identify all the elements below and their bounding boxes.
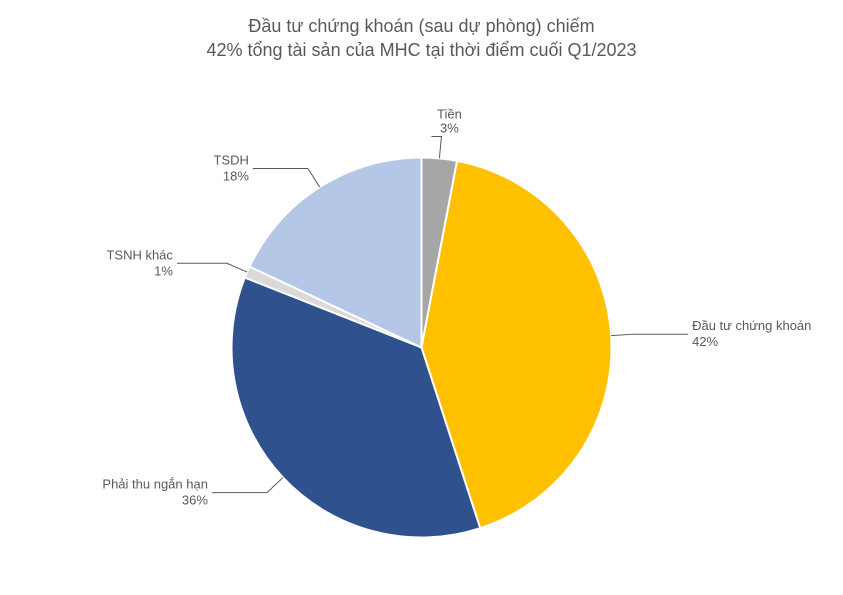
slice-label-name-0: Tiền — [437, 106, 462, 121]
leader-line-3 — [177, 263, 247, 272]
pie-chart-area: Tiền3% Đầu tư chứng khoán42% Phải thu ngắn… — [0, 80, 843, 595]
chart-title-line1: Đầu tư chứng khoán (sau dự phòng) chiếm — [0, 14, 843, 38]
slice-label-name-1: Đầu tư chứng khoán — [692, 318, 811, 333]
slice-label-name-2: Phải thu ngắn hạn — [102, 477, 208, 492]
slice-label-pct-4: 18% — [223, 169, 249, 184]
leader-line-2 — [212, 478, 283, 493]
slice-label-pct-1: 42% — [692, 334, 718, 349]
slice-label-pct-0: 3% — [440, 120, 459, 135]
leader-line-1 — [611, 334, 688, 335]
slice-label-name-3: TSNH khác — [106, 247, 173, 262]
leader-line-4 — [253, 169, 320, 188]
chart-title: Đầu tư chứng khoán (sau dự phòng) chiếm … — [0, 0, 843, 63]
slice-label-pct-2: 36% — [182, 493, 208, 508]
leader-line-0 — [431, 136, 441, 158]
slice-label-pct-3: 1% — [154, 263, 173, 278]
chart-title-line2: 42% tổng tài sản của MHC tại thời điểm c… — [0, 38, 843, 62]
pie-chart-svg: Tiền3% Đầu tư chứng khoán42% Phải thu ngắn… — [0, 80, 843, 595]
chart-container: Đầu tư chứng khoán (sau dự phòng) chiếm … — [0, 0, 843, 595]
slice-label-name-4: TSDH — [214, 153, 249, 168]
